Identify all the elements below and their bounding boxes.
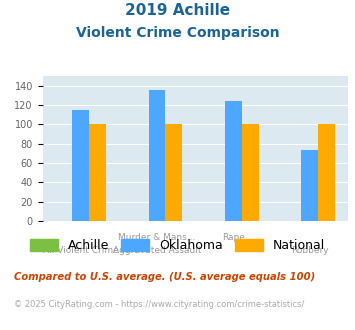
Bar — [225, 101, 242, 221]
Bar — [72, 110, 89, 221]
Text: Murder & Mans...: Murder & Mans... — [119, 233, 196, 242]
Text: All Violent Crime: All Violent Crime — [43, 246, 119, 255]
Text: Compared to U.S. average. (U.S. average equals 100): Compared to U.S. average. (U.S. average … — [14, 272, 316, 282]
Bar — [301, 150, 318, 221]
Text: Robbery: Robbery — [291, 246, 328, 255]
Bar — [165, 124, 182, 221]
Text: Aggravated Assault: Aggravated Assault — [113, 246, 201, 255]
Bar — [318, 124, 335, 221]
Text: Rape: Rape — [222, 233, 245, 242]
Legend: Achille, Oklahoma, National: Achille, Oklahoma, National — [25, 234, 330, 257]
Text: Violent Crime Comparison: Violent Crime Comparison — [76, 26, 279, 40]
Bar — [89, 124, 106, 221]
Bar — [242, 124, 258, 221]
Text: © 2025 CityRating.com - https://www.cityrating.com/crime-statistics/: © 2025 CityRating.com - https://www.city… — [14, 300, 305, 309]
Text: 2019 Achille: 2019 Achille — [125, 3, 230, 18]
Bar — [149, 90, 165, 221]
